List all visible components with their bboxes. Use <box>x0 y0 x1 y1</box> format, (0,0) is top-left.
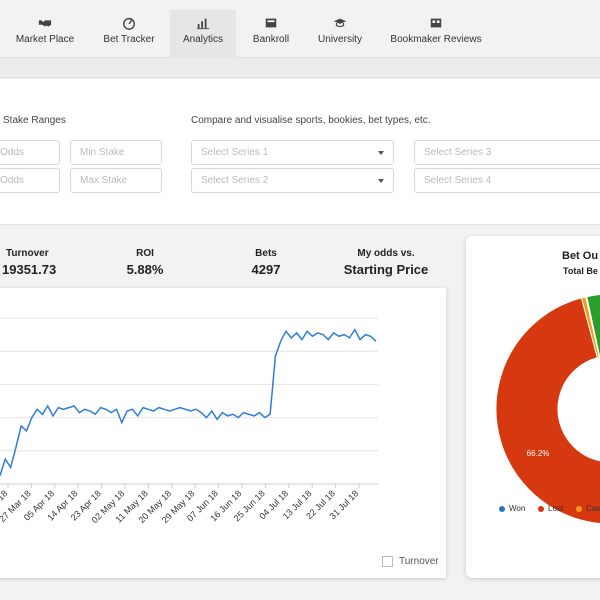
handshake-icon <box>38 20 52 27</box>
bet-outcome-donut: 66.2% <box>495 294 600 524</box>
cash-icon <box>265 18 277 28</box>
legend-won[interactable]: Won <box>499 504 525 513</box>
compare-label: Compare and visualise sports, bookies, b… <box>191 115 431 126</box>
series-line-turnover[interactable] <box>0 328 377 476</box>
stake-ranges-label: Stake Ranges <box>3 115 66 126</box>
stat-bets: Bets 4297 <box>236 248 296 277</box>
turnover-legend-label: Turnover <box>399 556 439 567</box>
max-stake-input[interactable]: Max Stake <box>70 168 162 193</box>
legend-lost[interactable]: Lost <box>538 504 563 513</box>
nav-bankroll[interactable]: Bankroll <box>244 10 298 58</box>
roi-value: 5.88% <box>126 262 164 277</box>
sub-toolbar <box>0 58 600 78</box>
chart-icon <box>196 18 210 30</box>
filters-panel: Stake Ranges Compare and visualise sport… <box>0 79 600 225</box>
stat-odds-vs-sp: My odds vs. Starting Price <box>336 248 436 277</box>
bets-value: 4297 <box>251 262 281 277</box>
series-4-select[interactable]: Select Series 4 <box>414 168 600 193</box>
graduation-cap-icon <box>333 18 347 28</box>
slice-lost-data-label: 66.2% <box>527 449 550 458</box>
stat-roi: ROI 5.88% <box>115 248 175 277</box>
book-icon <box>430 18 442 28</box>
odds-vs-sp-value: Starting Price <box>343 262 429 277</box>
nav-analytics[interactable]: Analytics <box>170 10 236 58</box>
bet-outcome-card: Bet Ou Total Be 66.2% Won Lost Cas <box>466 236 600 578</box>
main-nav: Market Place Bet Tracker Analytics Bankr… <box>0 0 600 58</box>
slice-won[interactable] <box>586 294 600 358</box>
min-stake-input[interactable]: Min Stake <box>70 140 162 165</box>
nav-bet-tracker[interactable]: Bet Tracker <box>96 10 162 58</box>
series-2-select[interactable]: Select Series 2 <box>191 168 394 193</box>
stat-turnover: Turnover 19351.73 <box>2 248 62 277</box>
speedometer-icon <box>123 17 135 30</box>
legend-cash[interactable]: Cas <box>576 504 600 513</box>
min-odds-input[interactable]: Odds <box>0 140 60 165</box>
turnover-legend-checkbox[interactable] <box>382 556 393 567</box>
slice-cash[interactable] <box>580 296 600 359</box>
slice-lost[interactable] <box>495 297 600 524</box>
chevron-down-icon <box>378 179 384 183</box>
nav-university[interactable]: University <box>312 10 368 58</box>
series-1-select[interactable]: Select Series 1 <box>191 140 394 165</box>
chevron-down-icon <box>378 151 384 155</box>
turnover-value: 19351.73 <box>2 262 57 277</box>
max-odds-input[interactable]: Odds <box>0 168 60 193</box>
donut-title: Bet Ou <box>562 250 599 262</box>
series-3-select[interactable]: Select Series 3 <box>414 140 600 165</box>
nav-bookmaker-reviews[interactable]: Bookmaker Reviews <box>388 10 484 58</box>
nav-market-place[interactable]: Market Place <box>10 10 80 58</box>
donut-subtitle: Total Be <box>563 266 598 276</box>
